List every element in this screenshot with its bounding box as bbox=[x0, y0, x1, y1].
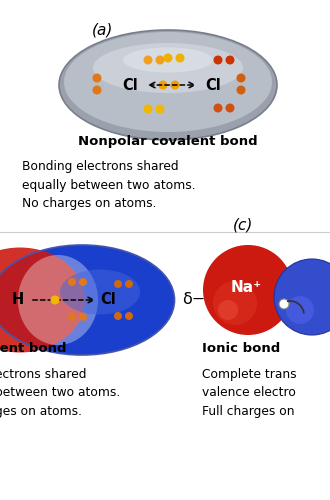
Circle shape bbox=[79, 278, 87, 286]
Ellipse shape bbox=[0, 245, 175, 355]
Ellipse shape bbox=[0, 248, 85, 352]
Circle shape bbox=[237, 86, 246, 94]
Circle shape bbox=[144, 104, 152, 114]
Text: δ−: δ− bbox=[182, 292, 205, 308]
Circle shape bbox=[213, 281, 257, 325]
Circle shape bbox=[79, 313, 87, 321]
Text: (a): (a) bbox=[92, 22, 114, 38]
Circle shape bbox=[92, 74, 102, 82]
Circle shape bbox=[171, 80, 180, 90]
Circle shape bbox=[279, 299, 289, 309]
Circle shape bbox=[125, 280, 133, 288]
Text: Cl: Cl bbox=[100, 292, 116, 308]
Circle shape bbox=[68, 313, 76, 321]
Circle shape bbox=[92, 86, 102, 94]
Circle shape bbox=[144, 56, 152, 64]
Circle shape bbox=[114, 312, 122, 320]
Circle shape bbox=[225, 56, 235, 64]
Circle shape bbox=[163, 54, 173, 62]
Circle shape bbox=[214, 104, 222, 112]
Ellipse shape bbox=[123, 48, 213, 72]
Circle shape bbox=[203, 245, 293, 335]
Ellipse shape bbox=[18, 255, 98, 345]
Circle shape bbox=[158, 80, 168, 90]
Text: Cl: Cl bbox=[205, 78, 221, 92]
Circle shape bbox=[176, 54, 184, 62]
Circle shape bbox=[237, 74, 246, 82]
Circle shape bbox=[155, 104, 164, 114]
Text: ectrons shared
between two atoms.
ges on atoms.: ectrons shared between two atoms. ges on… bbox=[0, 368, 120, 418]
Circle shape bbox=[68, 278, 76, 286]
Ellipse shape bbox=[59, 30, 277, 140]
Circle shape bbox=[218, 300, 238, 320]
Text: Ionic bond: Ionic bond bbox=[202, 342, 280, 354]
Text: H: H bbox=[12, 292, 24, 308]
Circle shape bbox=[286, 296, 314, 324]
Ellipse shape bbox=[93, 43, 243, 93]
Circle shape bbox=[225, 104, 235, 112]
Ellipse shape bbox=[60, 270, 140, 314]
Text: Na⁺: Na⁺ bbox=[230, 280, 262, 295]
Text: Cl: Cl bbox=[122, 78, 138, 92]
Circle shape bbox=[155, 56, 164, 64]
Circle shape bbox=[125, 312, 133, 320]
Text: (c): (c) bbox=[233, 217, 253, 232]
Circle shape bbox=[274, 259, 330, 335]
Text: Bonding electrons shared
equally between two atoms.
No charges on atoms.: Bonding electrons shared equally between… bbox=[22, 160, 196, 210]
Ellipse shape bbox=[64, 32, 272, 132]
Text: Nonpolar covalent bond: Nonpolar covalent bond bbox=[78, 136, 258, 148]
Circle shape bbox=[214, 56, 222, 64]
Text: lent bond: lent bond bbox=[0, 342, 67, 354]
Circle shape bbox=[114, 280, 122, 288]
Text: Complete trans
valence electro
Full charges on: Complete trans valence electro Full char… bbox=[202, 368, 297, 418]
Circle shape bbox=[50, 296, 59, 304]
